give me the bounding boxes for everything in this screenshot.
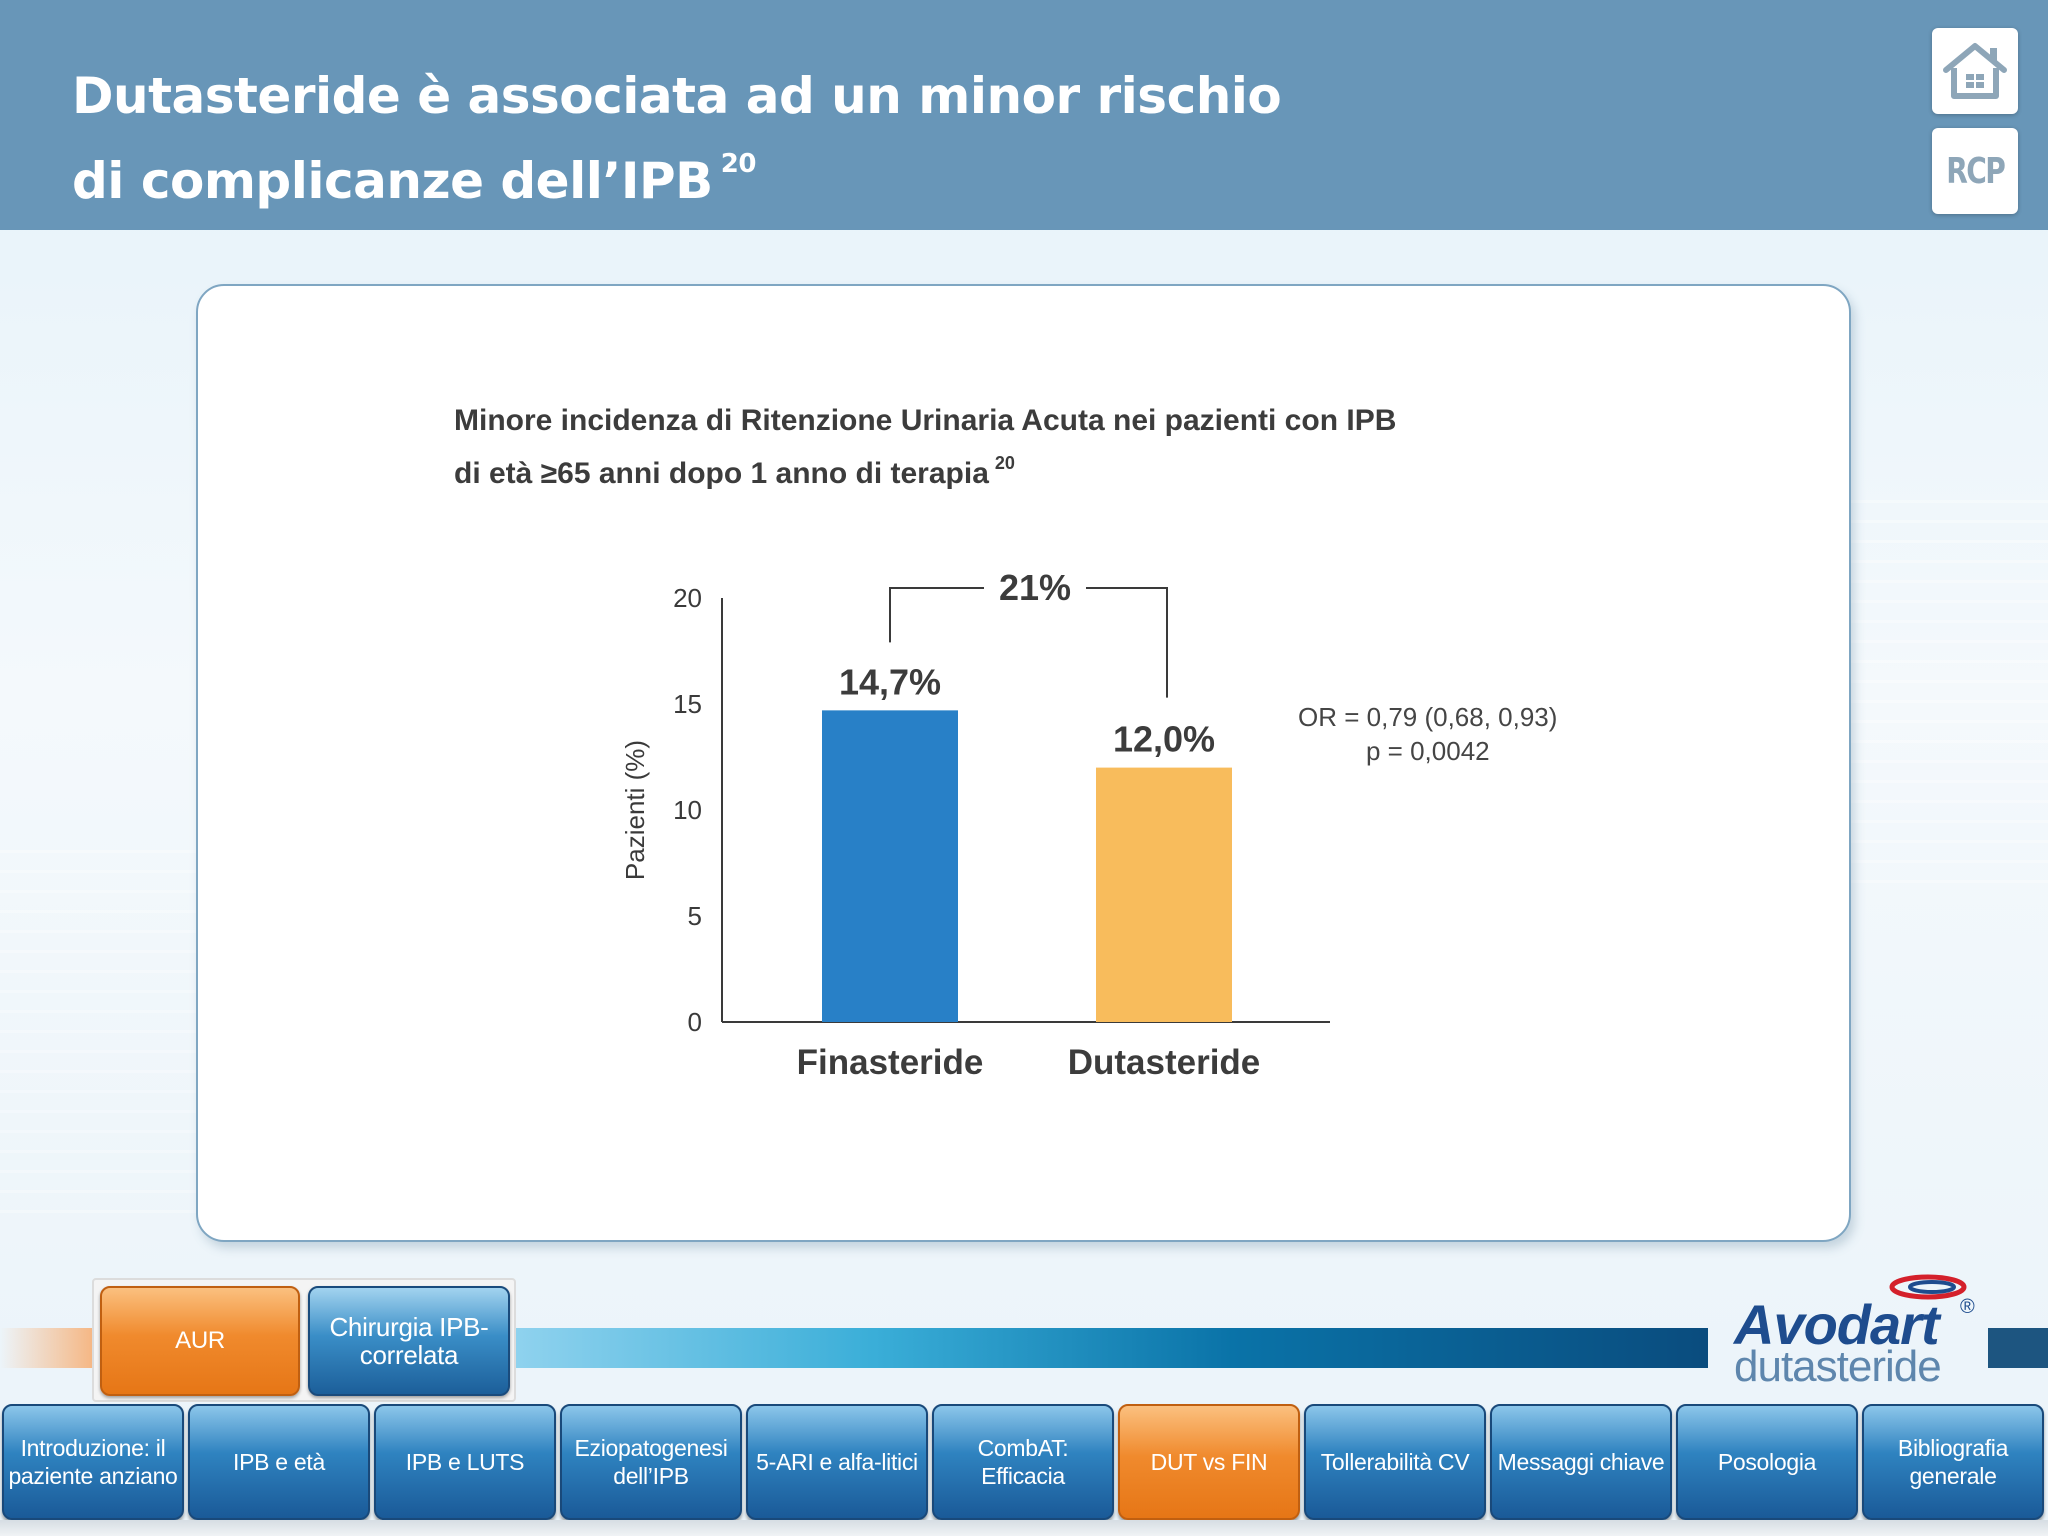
bar-value-label: 14,7% [839,661,941,702]
chart-title: Minore incidenza di Ritenzione Urinaria … [454,400,1554,495]
odds-ratio-text: OR = 0,79 (0,68, 0,93) [1298,702,1558,732]
chart-title-reference: 20 [994,453,1015,473]
p-value-text: p = 0,0042 [1366,736,1490,766]
decorative-stripe [1988,1328,2048,1368]
bar [822,710,958,1022]
nav-tab-posologia[interactable]: Posologia [1676,1404,1858,1520]
sub-tab-chirurgia[interactable]: Chirurgia IPB-correlata [308,1286,510,1396]
nav-tab-tollerabilita[interactable]: Tollerabilità CV [1304,1404,1486,1520]
comparison-bracket-right [1086,587,1168,698]
rcp-button[interactable]: RCP [1932,128,2018,214]
statistics-box: OR = 0,79 (0,68, 0,93) p = 0,0042 [1298,700,1618,768]
avodart-logo: Avodart ® dutasteride [1728,1270,1988,1391]
nav-tab-introduzione[interactable]: Introduzione: il paziente anziano [2,1404,184,1520]
decorative-stripe [516,1328,1708,1368]
y-tick-label: 10 [673,795,702,825]
page-title-line-2: di complicanze dell’IPB 20 [72,130,1572,215]
nav-tab-bibliografia[interactable]: Bibliografia generale [1862,1404,2044,1520]
chart-title-line-2-text: di età ≥65 anni dopo 1 anno di terapia [454,457,989,490]
nav-tab-ipb-luts[interactable]: IPB e LUTS [374,1404,556,1520]
x-tick-label: Dutasteride [1068,1043,1261,1082]
nav-tab-dut-vs-fin[interactable]: DUT vs FIN [1118,1404,1300,1520]
decorative-waves [1820,500,2048,900]
logo-swirl-icon [1889,1274,1967,1300]
comparison-bracket-left [889,587,984,643]
rcp-label: RCP [1945,150,2006,192]
page-title: Dutasteride è associata ad un minor risc… [72,62,1572,215]
bar [1096,767,1232,1022]
y-tick-label: 5 [688,901,702,931]
chart-title-line-2: di età ≥65 anni dopo 1 anno di terapia 20 [454,442,1554,495]
page-title-reference: 20 [720,149,757,179]
logo-generic-name: dutasteride [1734,1342,1942,1391]
y-tick-label: 0 [688,1007,702,1037]
decorative-stripe [0,1328,100,1368]
decorative-waves [0,850,200,1230]
home-button[interactable] [1932,28,2018,114]
page-title-line-1: Dutasteride è associata ad un minor risc… [72,67,1282,125]
bottom-navigation: Introduzione: il paziente anziano IPB e … [0,1404,2048,1536]
nav-tab-ipb-eta[interactable]: IPB e età [188,1404,370,1520]
logo-registered: ® [1960,1296,1975,1318]
comparison-label: 21% [999,567,1071,608]
logo-brand: Avodart [1734,1293,1940,1356]
nav-tab-messaggi[interactable]: Messaggi chiave [1490,1404,1672,1520]
header-bar [0,0,2048,230]
nav-tab-5ari[interactable]: 5-ARI e alfa-litici [746,1404,928,1520]
y-axis-label: Pazienti (%) [620,740,650,880]
nav-tab-combat[interactable]: CombAT: Efficacia [932,1404,1114,1520]
x-tick-label: Finasteride [797,1043,984,1082]
sub-tab-aur[interactable]: AUR [100,1286,300,1396]
page-title-line-2-text: di complicanze dell’IPB [72,152,713,210]
chart-title-line-1: Minore incidenza di Ritenzione Urinaria … [454,404,1397,437]
bar-value-label: 12,0% [1113,719,1215,760]
nav-base [0,1520,2048,1536]
nav-tab-eziopatogenesi[interactable]: Eziopatogenesi dell’IPB [560,1404,742,1520]
y-tick-label: 20 [673,583,702,613]
y-tick-label: 15 [673,689,702,719]
home-icon [1943,43,2007,99]
content-card [196,284,1851,1242]
